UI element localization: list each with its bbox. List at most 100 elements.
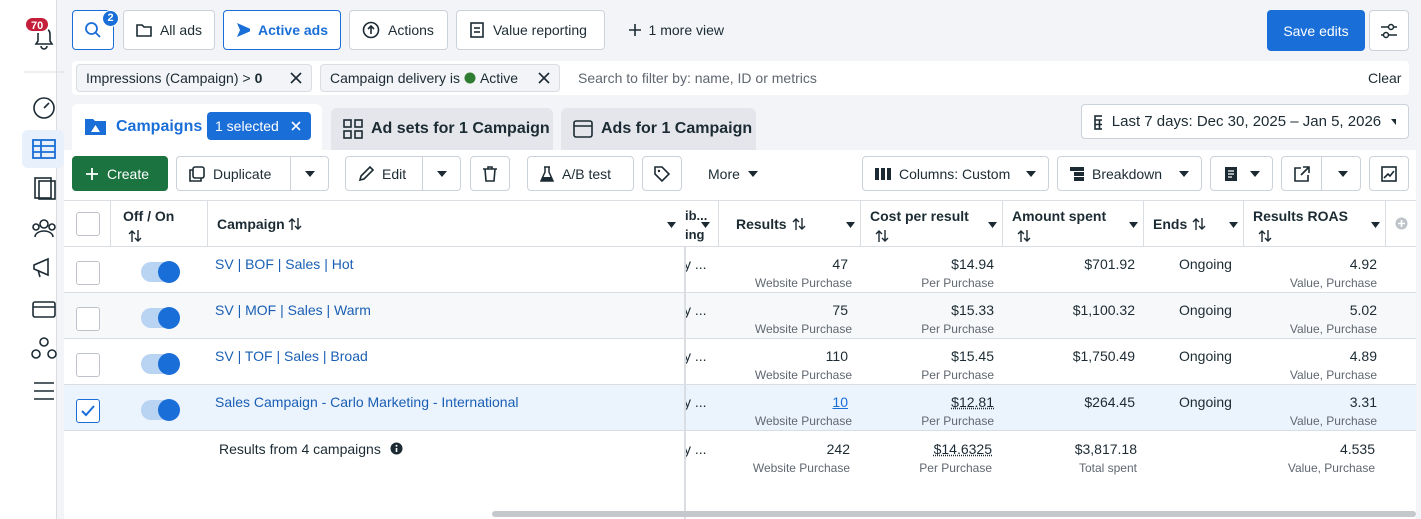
search-icon — [85, 22, 101, 38]
column-divider — [718, 200, 719, 247]
chip-label: Impressions (Campaign) > — [86, 70, 251, 86]
caret[interactable] — [436, 171, 447, 177]
delete-button[interactable] — [470, 156, 510, 191]
column-divider — [1143, 200, 1144, 247]
adsets-icon — [343, 119, 363, 139]
results-type: Website Purchase — [754, 414, 852, 428]
summary-cost: $14.6325 — [933, 441, 992, 457]
table-row[interactable] — [64, 385, 1416, 431]
create-label: Create — [107, 165, 150, 182]
sliders-icon — [1381, 23, 1397, 38]
summary-amount-type: Total spent — [1078, 461, 1137, 475]
more-button[interactable]: More — [696, 156, 770, 191]
breakdown-label: Breakdown — [1092, 165, 1163, 182]
checkbox[interactable] — [76, 261, 100, 285]
caret — [747, 170, 758, 177]
save-edits-button[interactable]: Save edits — [1267, 10, 1365, 51]
summary-results: 242 — [826, 441, 850, 457]
ends-value: Ongoing — [1179, 302, 1232, 318]
send-icon — [237, 23, 250, 37]
results-value: 47 — [832, 256, 848, 272]
tag-button[interactable] — [642, 156, 682, 191]
campaign-name[interactable]: SV | MOF | Sales | Warm — [215, 302, 371, 318]
actions-icon — [362, 21, 380, 39]
view-actions[interactable]: Actions — [349, 10, 448, 50]
checkbox[interactable] — [76, 212, 100, 236]
caret — [1391, 118, 1396, 125]
campaign-name[interactable]: SV | TOF | Sales | Broad — [215, 348, 368, 364]
date-range-button[interactable]: Last 7 days: Dec 30, 2025 – Jan 5, 2026 — [1081, 104, 1409, 139]
roas-type: Value, Purchase — [1289, 368, 1377, 382]
report-icon — [470, 22, 484, 38]
calendar-icon — [1094, 114, 1102, 130]
table-row[interactable] — [64, 339, 1416, 385]
campaign-name[interactable]: SV | BOF | Sales | Hot — [215, 256, 354, 272]
deselect-icon[interactable] — [291, 121, 301, 131]
sort-icon — [128, 230, 142, 242]
ab-test-label: A/B test — [562, 165, 612, 182]
view-label: Value reporting — [493, 22, 587, 38]
attribution-cell: y ... — [684, 256, 707, 272]
selected-badge[interactable]: 1 selected — [207, 112, 311, 140]
chip-value: 0 — [254, 70, 263, 86]
pencil-icon — [358, 165, 374, 181]
more-views[interactable]: 1 more view — [616, 10, 736, 50]
table-row[interactable] — [64, 247, 1416, 293]
caret — [1026, 170, 1036, 177]
header-cell: ib... — [685, 208, 708, 223]
cost-type: Per Purchase — [921, 368, 994, 382]
scrollbar[interactable] — [492, 511, 1416, 517]
more-label: More — [708, 165, 740, 182]
view-all-ads[interactable]: All ads — [123, 10, 215, 50]
cost-value: $15.45 — [951, 348, 994, 364]
view-active-ads[interactable]: Active ads — [223, 10, 341, 50]
sort-icon — [792, 218, 806, 230]
chart-button[interactable] — [1369, 156, 1409, 191]
remove-icon[interactable] — [290, 72, 302, 84]
duplicate-button[interactable]: Duplicate — [176, 156, 329, 191]
reports-button[interactable] — [1210, 156, 1273, 191]
results-value: 75 — [832, 302, 848, 318]
toggle-knob — [158, 261, 180, 283]
view-value-reporting[interactable]: Value reporting — [456, 10, 605, 50]
add-column — [1395, 217, 1408, 230]
breakdown-button[interactable]: Breakdown — [1057, 156, 1202, 191]
ab-test-button[interactable]: A/B test — [527, 156, 634, 191]
columns-button[interactable]: Columns: Custom — [862, 156, 1049, 191]
clear-button[interactable]: Clear — [1368, 70, 1402, 86]
header-cell: ing — [685, 227, 705, 242]
reports-icon — [1225, 166, 1237, 181]
attribution-cell: y ... — [684, 302, 707, 318]
sort-icon — [288, 218, 302, 230]
caret — [1338, 170, 1348, 177]
create-button[interactable]: Create — [72, 156, 168, 191]
breakdown-icon — [1070, 166, 1084, 181]
caret[interactable] — [304, 171, 315, 177]
columns-label: Columns: Custom — [899, 165, 1011, 182]
search-placeholder[interactable]: Search to filter by: name, ID or metrics — [578, 70, 817, 86]
campaign-name[interactable]: Sales Campaign - Carlo Marketing - Inter… — [215, 394, 519, 410]
checkbox[interactable] — [76, 307, 100, 331]
duplicate-label: Duplicate — [213, 165, 272, 182]
caret — [1250, 170, 1260, 177]
header-row — [64, 200, 1416, 247]
frozen-shadow — [684, 247, 686, 519]
attribution-cell: y ... — [684, 394, 707, 410]
summary-label: Results from 4 campaigns — [219, 441, 381, 457]
ads-tab[interactable] — [561, 108, 756, 154]
checkbox[interactable] — [76, 399, 100, 423]
remove-icon[interactable] — [538, 72, 550, 84]
amount-value: $701.92 — [1084, 256, 1135, 272]
cost-type: Per Purchase — [921, 414, 994, 428]
view-label: Actions — [388, 22, 434, 38]
filter-chip[interactable]: Campaign delivery is Active — [320, 64, 560, 92]
table-row[interactable] — [64, 293, 1416, 339]
roas-value: 5.02 — [1349, 302, 1377, 318]
settings-button[interactable] — [1369, 10, 1409, 51]
caret — [1179, 170, 1189, 177]
tab-label: Ad sets for 1 Campaign — [371, 120, 550, 137]
ad-sets-tab[interactable] — [331, 108, 553, 154]
column-divider — [1243, 200, 1244, 247]
checkbox[interactable] — [76, 353, 100, 377]
filter-chip[interactable]: Impressions (Campaign) >0 — [76, 64, 312, 92]
